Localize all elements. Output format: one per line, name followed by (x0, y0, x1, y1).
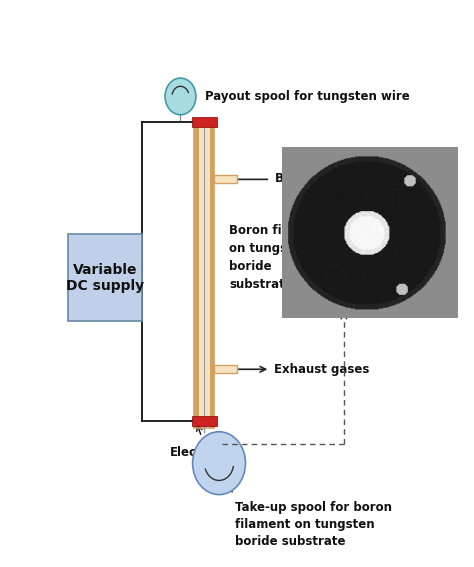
Bar (210, 122, 214, 428)
Text: Electrode: Electrode (170, 446, 233, 459)
Bar (194, 122, 199, 428)
Text: Take-up spool for boron
filament on tungsten
boride substrate: Take-up spool for boron filament on tung… (235, 501, 392, 548)
Text: Boron filament
on tungsten
boride
substrate: Boron filament on tungsten boride substr… (229, 225, 328, 291)
Circle shape (192, 431, 246, 494)
Circle shape (165, 78, 196, 115)
Text: BCl$_3$ + H$_2$: BCl$_3$ + H$_2$ (274, 171, 336, 188)
Bar (194, 122, 214, 428)
Bar (192, 416, 217, 426)
Bar (214, 365, 237, 373)
Bar (192, 117, 217, 127)
Bar (199, 122, 210, 428)
Text: Variable
DC supply: Variable DC supply (66, 263, 144, 293)
FancyBboxPatch shape (68, 234, 142, 321)
Bar (214, 175, 237, 183)
Text: Payout spool for tungsten wire: Payout spool for tungsten wire (205, 90, 410, 103)
Text: Exhaust gases: Exhaust gases (274, 363, 369, 376)
